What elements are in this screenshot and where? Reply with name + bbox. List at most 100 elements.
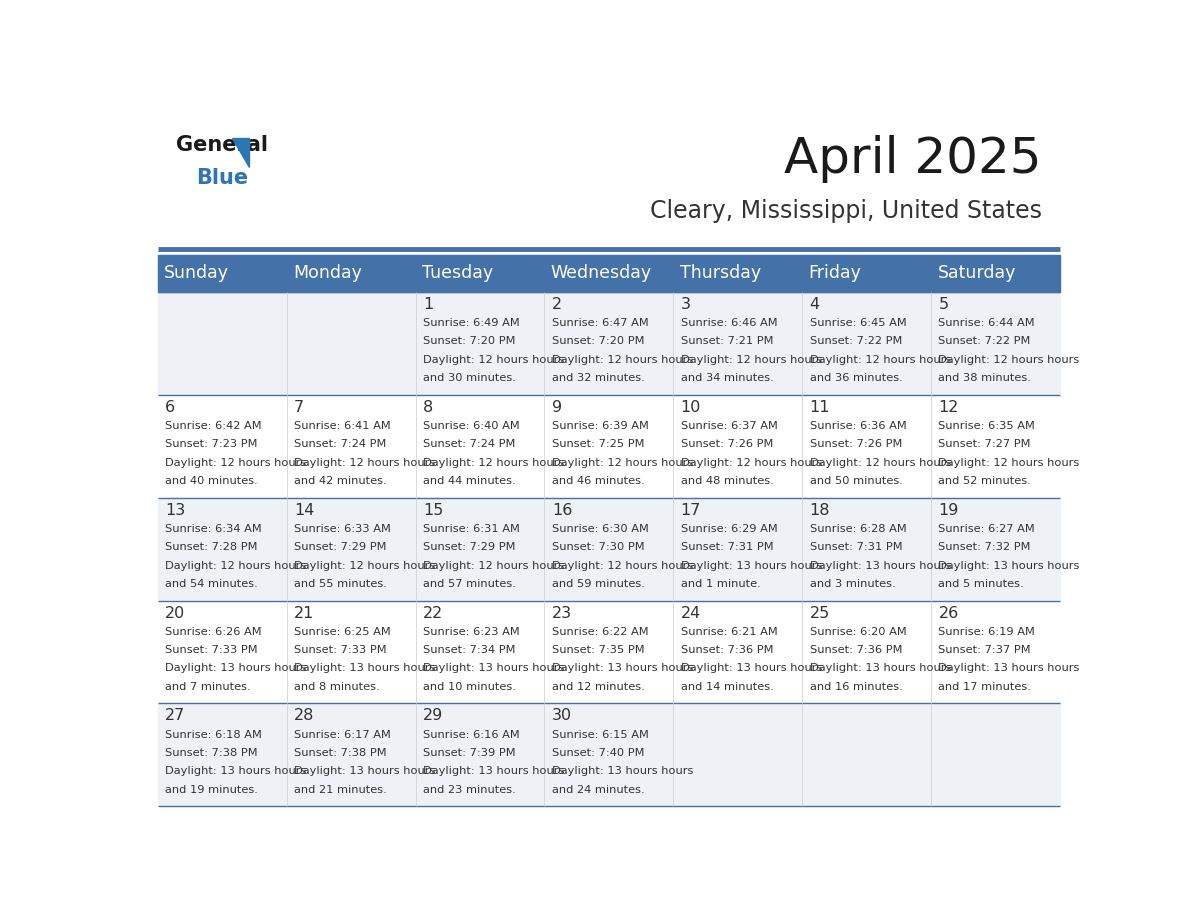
Text: Daylight: 12 hours hours: Daylight: 12 hours hours: [165, 458, 307, 467]
Text: and 34 minutes.: and 34 minutes.: [681, 373, 773, 383]
Text: and 14 minutes.: and 14 minutes.: [681, 682, 773, 692]
Text: Sunrise: 6:31 AM: Sunrise: 6:31 AM: [423, 524, 519, 533]
Text: Sunset: 7:31 PM: Sunset: 7:31 PM: [681, 543, 773, 553]
Text: and 50 minutes.: and 50 minutes.: [809, 476, 903, 486]
Text: Daylight: 12 hours hours: Daylight: 12 hours hours: [165, 561, 307, 571]
Text: and 10 minutes.: and 10 minutes.: [423, 682, 516, 692]
Text: Daylight: 12 hours hours: Daylight: 12 hours hours: [809, 458, 950, 467]
Text: Sunrise: 6:19 AM: Sunrise: 6:19 AM: [939, 627, 1035, 637]
Text: Daylight: 12 hours hours: Daylight: 12 hours hours: [809, 354, 950, 364]
Text: Sunrise: 6:29 AM: Sunrise: 6:29 AM: [681, 524, 777, 533]
Text: and 59 minutes.: and 59 minutes.: [551, 579, 645, 589]
Text: 7: 7: [293, 399, 304, 415]
Text: Sunset: 7:33 PM: Sunset: 7:33 PM: [293, 645, 386, 655]
Text: Daylight: 13 hours hours: Daylight: 13 hours hours: [681, 664, 822, 674]
Text: 1: 1: [423, 297, 434, 312]
Text: Sunrise: 6:27 AM: Sunrise: 6:27 AM: [939, 524, 1035, 533]
Bar: [158, 600, 1060, 703]
Text: 9: 9: [551, 399, 562, 415]
Text: Daylight: 13 hours hours: Daylight: 13 hours hours: [165, 664, 307, 674]
Text: Sunrise: 6:47 AM: Sunrise: 6:47 AM: [551, 318, 649, 328]
Text: Daylight: 13 hours hours: Daylight: 13 hours hours: [939, 664, 1080, 674]
Text: April 2025: April 2025: [784, 135, 1042, 183]
Text: Daylight: 13 hours hours: Daylight: 13 hours hours: [423, 767, 564, 777]
Text: Sunset: 7:31 PM: Sunset: 7:31 PM: [809, 543, 902, 553]
Text: Sunset: 7:27 PM: Sunset: 7:27 PM: [939, 440, 1031, 449]
Text: and 52 minutes.: and 52 minutes.: [939, 476, 1031, 486]
Text: 21: 21: [293, 606, 315, 621]
Text: Sunrise: 6:30 AM: Sunrise: 6:30 AM: [551, 524, 649, 533]
Text: Sunset: 7:39 PM: Sunset: 7:39 PM: [423, 748, 516, 758]
Text: Cleary, Mississippi, United States: Cleary, Mississippi, United States: [650, 198, 1042, 222]
Text: Daylight: 12 hours hours: Daylight: 12 hours hours: [423, 458, 564, 467]
Text: Sunset: 7:26 PM: Sunset: 7:26 PM: [681, 440, 773, 449]
Text: Sunrise: 6:18 AM: Sunrise: 6:18 AM: [165, 730, 261, 740]
Text: General: General: [176, 135, 268, 155]
Text: and 23 minutes.: and 23 minutes.: [423, 785, 516, 795]
Text: Sunrise: 6:16 AM: Sunrise: 6:16 AM: [423, 730, 519, 740]
Text: Daylight: 13 hours hours: Daylight: 13 hours hours: [551, 767, 693, 777]
Text: Daylight: 12 hours hours: Daylight: 12 hours hours: [423, 561, 564, 571]
Text: Sunset: 7:24 PM: Sunset: 7:24 PM: [293, 440, 386, 449]
Text: 4: 4: [809, 297, 820, 312]
Text: Wednesday: Wednesday: [551, 264, 652, 283]
Text: Sunset: 7:34 PM: Sunset: 7:34 PM: [423, 645, 516, 655]
Text: Sunset: 7:29 PM: Sunset: 7:29 PM: [293, 543, 386, 553]
Text: Daylight: 12 hours hours: Daylight: 12 hours hours: [681, 354, 822, 364]
Text: Sunrise: 6:15 AM: Sunrise: 6:15 AM: [551, 730, 649, 740]
Text: Sunset: 7:22 PM: Sunset: 7:22 PM: [939, 336, 1031, 346]
Text: Sunrise: 6:35 AM: Sunrise: 6:35 AM: [939, 420, 1035, 431]
Text: Tuesday: Tuesday: [422, 264, 493, 283]
Text: and 42 minutes.: and 42 minutes.: [293, 476, 386, 486]
Text: and 19 minutes.: and 19 minutes.: [165, 785, 258, 795]
Text: and 1 minute.: and 1 minute.: [681, 579, 760, 589]
Text: 8: 8: [423, 399, 434, 415]
Text: Sunrise: 6:23 AM: Sunrise: 6:23 AM: [423, 627, 519, 637]
Text: Daylight: 12 hours hours: Daylight: 12 hours hours: [551, 561, 693, 571]
Text: and 16 minutes.: and 16 minutes.: [809, 682, 903, 692]
Text: Sunset: 7:25 PM: Sunset: 7:25 PM: [551, 440, 644, 449]
Text: and 38 minutes.: and 38 minutes.: [939, 373, 1031, 383]
Text: Sunrise: 6:20 AM: Sunrise: 6:20 AM: [809, 627, 906, 637]
Text: and 40 minutes.: and 40 minutes.: [165, 476, 258, 486]
Text: and 46 minutes.: and 46 minutes.: [551, 476, 644, 486]
Bar: [158, 498, 1060, 600]
Text: Sunrise: 6:36 AM: Sunrise: 6:36 AM: [809, 420, 906, 431]
Text: Sunrise: 6:45 AM: Sunrise: 6:45 AM: [809, 318, 906, 328]
Bar: [158, 395, 1060, 498]
Text: 10: 10: [681, 399, 701, 415]
Text: and 12 minutes.: and 12 minutes.: [551, 682, 645, 692]
Text: Daylight: 12 hours hours: Daylight: 12 hours hours: [681, 458, 822, 467]
Text: Sunrise: 6:25 AM: Sunrise: 6:25 AM: [293, 627, 391, 637]
Text: 16: 16: [551, 503, 573, 518]
Text: Sunrise: 6:17 AM: Sunrise: 6:17 AM: [293, 730, 391, 740]
Text: Sunrise: 6:21 AM: Sunrise: 6:21 AM: [681, 627, 777, 637]
Text: Sunrise: 6:34 AM: Sunrise: 6:34 AM: [165, 524, 261, 533]
Text: 30: 30: [551, 709, 571, 723]
Text: Sunset: 7:30 PM: Sunset: 7:30 PM: [551, 543, 644, 553]
Text: Daylight: 12 hours hours: Daylight: 12 hours hours: [551, 458, 693, 467]
Text: Friday: Friday: [809, 264, 861, 283]
Text: Sunrise: 6:22 AM: Sunrise: 6:22 AM: [551, 627, 649, 637]
Text: 5: 5: [939, 297, 948, 312]
Text: and 17 minutes.: and 17 minutes.: [939, 682, 1031, 692]
Text: Sunset: 7:21 PM: Sunset: 7:21 PM: [681, 336, 773, 346]
Bar: [158, 703, 1060, 806]
Text: 11: 11: [809, 399, 830, 415]
Text: and 54 minutes.: and 54 minutes.: [165, 579, 258, 589]
Text: 2: 2: [551, 297, 562, 312]
Text: Blue: Blue: [196, 168, 248, 188]
Text: 3: 3: [681, 297, 690, 312]
Text: and 55 minutes.: and 55 minutes.: [293, 579, 387, 589]
Text: Sunset: 7:36 PM: Sunset: 7:36 PM: [681, 645, 773, 655]
Text: 27: 27: [165, 709, 185, 723]
Text: Sunset: 7:33 PM: Sunset: 7:33 PM: [165, 645, 258, 655]
Text: 14: 14: [293, 503, 315, 518]
Text: Sunrise: 6:44 AM: Sunrise: 6:44 AM: [939, 318, 1035, 328]
Text: Daylight: 13 hours hours: Daylight: 13 hours hours: [809, 561, 950, 571]
Text: and 8 minutes.: and 8 minutes.: [293, 682, 380, 692]
Text: Sunset: 7:28 PM: Sunset: 7:28 PM: [165, 543, 258, 553]
Text: Daylight: 13 hours hours: Daylight: 13 hours hours: [293, 767, 435, 777]
Text: and 5 minutes.: and 5 minutes.: [939, 579, 1024, 589]
Text: and 24 minutes.: and 24 minutes.: [551, 785, 644, 795]
